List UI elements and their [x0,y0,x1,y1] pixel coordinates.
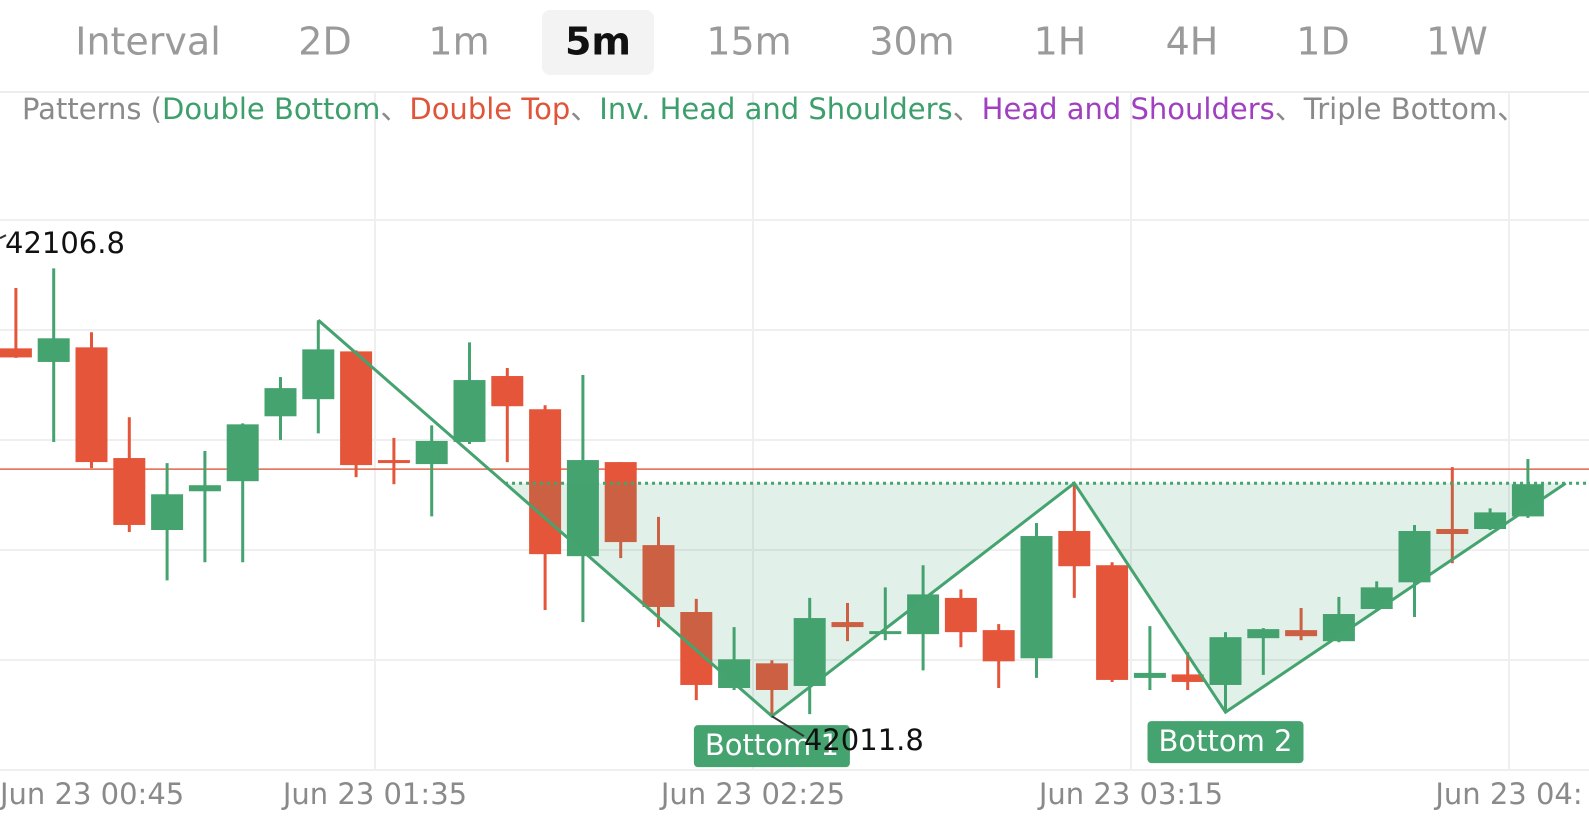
interval-tab[interactable]: 2D [298,20,351,64]
interval-tab[interactable]: 30m [869,20,954,64]
legend-separator: 、 [1275,92,1304,126]
candle-body [1020,536,1053,659]
candle-body [491,376,524,407]
interval-tab[interactable]: 1m [428,20,489,64]
legend-item: Triple Bottom [1303,92,1497,126]
legend-item: Double Top [409,92,570,126]
candle-body [340,351,373,466]
candle-body [1436,528,1469,535]
x-tick-label: Jun 23 04: [1433,777,1582,811]
active-interval-bg [542,10,654,75]
candle-body [1247,629,1280,639]
x-tick-label: Jun 23 03:15 [1037,777,1223,811]
candle-body [37,338,70,362]
interval-tab[interactable]: 1W [1426,20,1488,64]
candle-body [151,494,184,530]
candle-body [264,388,297,417]
interval-tab[interactable]: 15m [706,20,791,64]
bottom-label-bg [693,725,850,768]
low-leader [771,715,805,738]
legend-item: Head and Shoulders [982,92,1275,126]
x-tick-label: Jun 23 02:25 [659,777,845,811]
pattern-line [317,319,1567,719]
legend-item: Double Bottom [162,92,380,126]
candle-body [1285,630,1318,637]
candle-body [113,458,146,525]
grid [0,92,1589,771]
bottom-label: Bottom 2 [1158,724,1292,758]
interval-tab[interactable]: 5m [565,20,631,64]
interval-tab[interactable]: 1H [1034,20,1087,64]
candle-body [944,597,977,633]
candle-body [793,618,826,686]
candle-body [1474,512,1507,529]
candle-body [755,663,788,690]
candle-body [831,622,864,628]
interval-label: Interval [75,20,221,64]
bottom-label: Bottom 1 [705,728,839,762]
pattern-area [505,483,1566,717]
candle-body [1171,674,1204,682]
legend-separator: 、 [1497,92,1526,126]
legend-separator: 、 [380,92,409,126]
interval-tab[interactable]: 4H [1166,20,1219,64]
candle-body [188,485,221,492]
bottom-label-bg [1147,721,1304,764]
low-price-label: 42011.8 [804,723,924,757]
candle-body [604,462,637,543]
candle-body [529,409,562,555]
candle-body [642,545,675,607]
candle-body [1096,565,1129,680]
candle-body [1209,637,1242,685]
candle-body [226,424,259,482]
candle-body [377,460,410,464]
interval-tab[interactable]: 1D [1296,20,1349,64]
legend-prefix: Patterns ( [22,92,162,126]
plot [0,268,1589,719]
legend-item: Inv. Head and Shoulders [599,92,952,126]
pattern-legend: Patterns (Double Bottom、Double Top、Inv. … [22,92,1526,126]
x-tick-label: Jun 23 01:35 [281,777,467,811]
candle-body [415,440,448,465]
legend-separator: 、 [570,92,599,126]
high-leader [0,234,7,240]
x-tick-label: Jun 23 00:45 [0,777,184,811]
candle-body [869,631,902,635]
candle-body [1133,672,1166,678]
candle-body [1398,531,1431,583]
candle-body [302,349,335,400]
candle-body [75,347,108,463]
candle-body [1058,531,1091,567]
candle-body [982,630,1015,662]
candle-body [0,348,32,358]
candle-body [453,380,486,442]
legend-separator: 、 [953,92,982,126]
high-price-label: 42106.8 [5,226,125,260]
